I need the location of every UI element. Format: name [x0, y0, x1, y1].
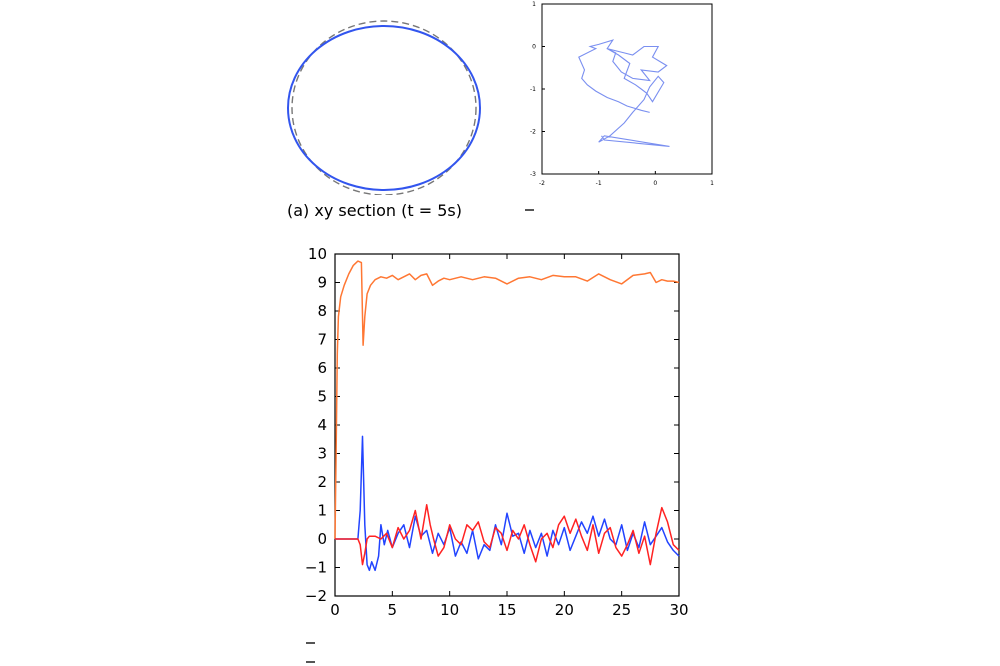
y-tick-label: 1 [532, 1, 536, 8]
x-tick-label: 20 [555, 601, 574, 619]
y-tick-label: 8 [317, 302, 327, 320]
x-tick-label: 30 [669, 601, 688, 619]
x-tick-label: 15 [497, 601, 516, 619]
x-tick-label: 1 [710, 180, 714, 187]
x-tick-label: 10 [440, 601, 459, 619]
chart-caption-mark-1 [306, 642, 315, 644]
y-tick-label: -1 [530, 86, 536, 93]
y-tick-label: -3 [530, 171, 536, 178]
red-series-line [335, 504, 680, 566]
y-tick-label: 0 [532, 44, 536, 51]
chart-caption-mark-2 [306, 661, 315, 663]
y-tick-label: 9 [317, 274, 327, 292]
panel-b-caption-mark [525, 209, 534, 211]
x-tick-label: 0 [653, 180, 657, 187]
y-tick-label: 7 [317, 331, 327, 349]
y-tick-label: 2 [317, 473, 327, 491]
y-tick-label: -2 [530, 129, 536, 136]
x-tick-label: -1 [596, 180, 602, 187]
y-tick-label: −2 [305, 587, 327, 605]
y-tick-label: 4 [317, 416, 327, 434]
panel-a-ellipse-plot [287, 20, 481, 195]
panel-b-trajectory-plot: -2 -1 0 110-1-2-3 [530, 1, 714, 187]
y-tick-label: 5 [317, 388, 327, 406]
plot-frame [541, 3, 713, 175]
solid-ellipse-curve [287, 25, 481, 191]
orange-series-line [334, 260, 680, 540]
x-tick-label: 5 [388, 601, 398, 619]
blue-series-line [335, 435, 680, 572]
x-tick-label: 25 [612, 601, 631, 619]
y-tick-label: 3 [317, 445, 327, 463]
x-tick-label: 0 [330, 601, 340, 619]
y-tick-label: 6 [317, 359, 327, 377]
y-tick-label: −1 [305, 559, 327, 577]
caption-a: (a) xy section (t = 5s) [287, 201, 462, 220]
x-tick-label: -2 [539, 180, 545, 187]
y-tick-label: 10 [308, 245, 327, 263]
y-tick-label: 1 [317, 502, 327, 520]
dashed-reference-circle [291, 20, 477, 195]
trajectory-line [578, 39, 670, 147]
y-tick-label: 0 [317, 530, 327, 548]
